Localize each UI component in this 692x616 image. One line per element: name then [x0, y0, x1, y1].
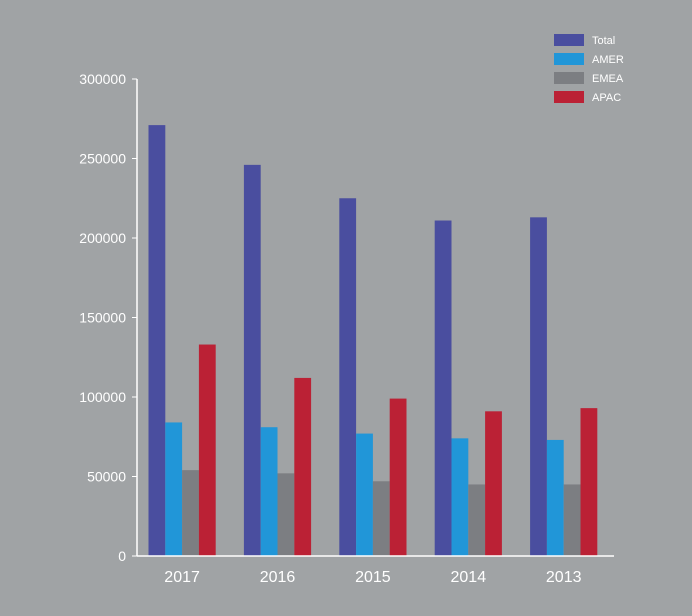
bar-emea-2017 — [182, 470, 199, 556]
bar-emea-2014 — [468, 484, 486, 556]
y-tick-label: 250000 — [79, 151, 126, 167]
bar-amer-2013 — [546, 439, 564, 556]
legend-swatch-total — [554, 34, 584, 46]
bar-apac-2013 — [580, 408, 598, 556]
legend: Total AMER EMEA APAC — [554, 34, 624, 104]
bar-total-2014 — [434, 220, 452, 556]
bar-emea-2013 — [563, 484, 581, 556]
legend-swatch-amer — [554, 53, 584, 65]
bar-amer-2017 — [165, 422, 183, 556]
x-axis-ticks: 2017 2016 2015 2014 2013 — [164, 569, 581, 586]
y-tick-label: 100000 — [79, 389, 126, 405]
legend-label-emea: EMEA — [592, 73, 624, 85]
x-tick-label: 2015 — [355, 569, 391, 586]
y-axis-ticks: 0 50000 100000 150000 200000 250000 300000 — [79, 71, 137, 564]
y-tick-label: 300000 — [79, 71, 126, 87]
bars-layer — [148, 125, 598, 557]
bar-amer-2014 — [451, 438, 469, 556]
bar-total-2017 — [148, 125, 166, 557]
legend-label-apac: APAC — [592, 92, 621, 104]
legend-label-amer: AMER — [592, 54, 624, 66]
bar-apac-2014 — [485, 411, 502, 556]
y-tick-label: 0 — [118, 548, 126, 564]
bar-apac-2016 — [294, 377, 312, 556]
x-tick-label: 2016 — [260, 569, 296, 586]
bar-amer-2015 — [356, 433, 373, 556]
bar-emea-2015 — [372, 481, 390, 556]
bar-apac-2017 — [198, 344, 216, 556]
bar-total-2015 — [339, 198, 357, 556]
y-tick-label: 50000 — [87, 469, 126, 485]
legend-swatch-apac — [554, 91, 584, 103]
x-tick-label: 2014 — [451, 569, 487, 586]
bar-total-2016 — [243, 164, 261, 557]
legend-label-total: Total — [592, 35, 615, 47]
bar-amer-2016 — [260, 427, 278, 556]
bar-emea-2016 — [277, 473, 295, 556]
y-tick-label: 200000 — [79, 230, 126, 246]
x-tick-label: 2013 — [546, 569, 582, 586]
y-tick-label: 150000 — [79, 310, 126, 326]
x-tick-label: 2017 — [164, 569, 200, 586]
legend-swatch-emea — [554, 72, 584, 84]
bar-total-2013 — [530, 217, 547, 556]
bar-apac-2015 — [389, 398, 407, 556]
